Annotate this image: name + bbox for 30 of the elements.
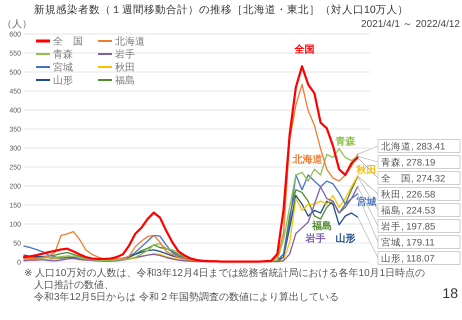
data-label: 秋田, 226.58 — [381, 188, 436, 200]
annotation: 福島 — [310, 220, 332, 232]
legend-label: 山形 — [53, 74, 73, 86]
legend-label: 全 国 — [53, 36, 83, 48]
data-label: 全 国, 274.32 — [381, 172, 446, 184]
annotation: 北海道 — [292, 154, 324, 166]
data-label: 福島, 224.53 — [381, 204, 436, 216]
annotation: 全国 — [294, 43, 315, 56]
annotation: 秋田 — [355, 164, 376, 176]
text: ※ 人口10万対の人数は、令和3年12月4日までは総務省統計局における各年10月1日時点の人口推計の数値、 — [24, 267, 426, 291]
data-label: 山形, 118.07 — [381, 252, 435, 264]
legend-label: 北海道 — [115, 36, 145, 48]
legend-label: 青森 — [53, 48, 73, 60]
annotation: 宮城 — [356, 196, 376, 208]
legend-label: 岩手 — [115, 48, 135, 60]
data-label: 北海道, 283.41 — [381, 140, 446, 152]
annotation: 青森 — [334, 135, 356, 148]
text: 18 — [442, 285, 458, 301]
annotation: 岩手 — [304, 232, 326, 244]
legend-label: 福島 — [115, 74, 135, 86]
data-label: 岩手, 197.85 — [381, 220, 436, 232]
data-label: 宮城, 179.11 — [381, 236, 435, 248]
legend-label: 秋田 — [115, 62, 135, 74]
chart-title: 新規感染者数（１週間移動合計）の推移［北海道・東北］（対人口10万人） — [34, 3, 409, 16]
text: 2021/4/1 ～ 2022/4/12 — [361, 19, 460, 30]
y-axis-title: （人） — [2, 19, 32, 30]
text: 令和3年12月5日からは 令和２年国勢調査の数値により算出している — [34, 291, 340, 303]
data-label: 青森, 278.19 — [381, 156, 436, 168]
annotation: 山形 — [335, 232, 356, 244]
legend-label: 宮城 — [53, 62, 73, 74]
